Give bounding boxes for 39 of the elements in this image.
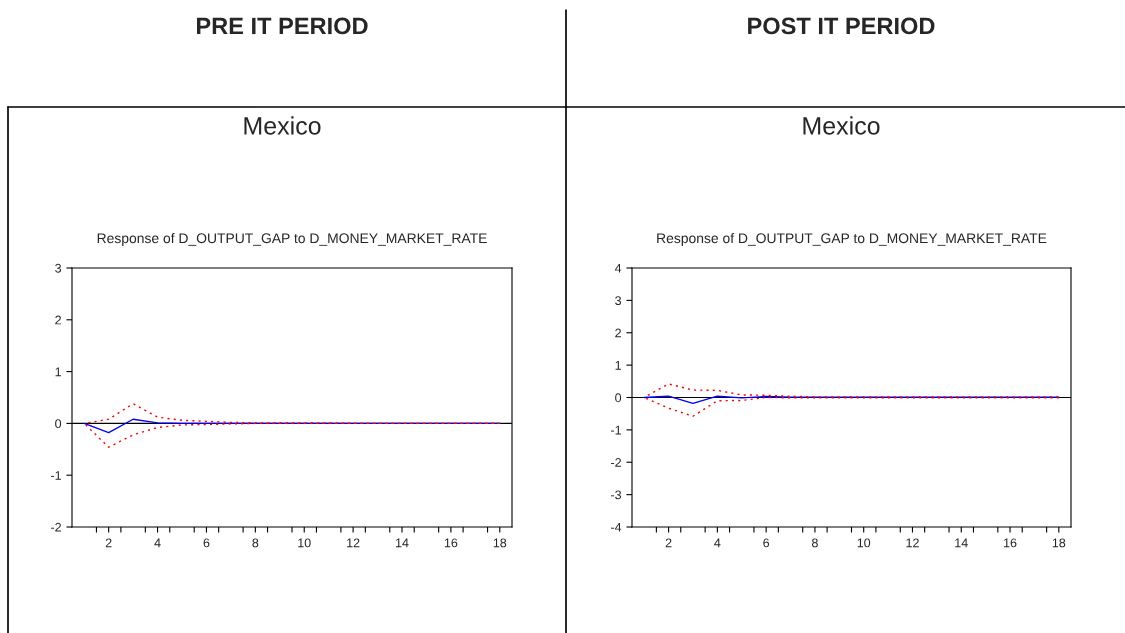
text: PRE IT PERIOD bbox=[196, 17, 368, 35]
y-tick-label: -2 bbox=[51, 522, 61, 532]
x-tick-label: 16 bbox=[1004, 538, 1017, 548]
text: POST IT PERIOD bbox=[748, 17, 935, 35]
x-tick-label: 6 bbox=[763, 538, 770, 548]
x-tick-label: 8 bbox=[811, 538, 818, 548]
chart-title: Response of D_OUTPUT_GAP to D_MONEY_MARKET_RATE bbox=[97, 232, 487, 246]
y-tick-label: -4 bbox=[611, 522, 622, 532]
x-tick-label: 14 bbox=[955, 538, 968, 548]
x-tick-label: 16 bbox=[444, 538, 458, 548]
chart-title: Response of D_OUTPUT_GAP to D_MONEY_MARKET_RATE bbox=[657, 232, 1047, 246]
y-tick-label: 0 bbox=[55, 419, 62, 429]
y-tick-label: -1 bbox=[611, 425, 621, 435]
x-tick-label: 6 bbox=[203, 538, 210, 548]
x-tick-label: 12 bbox=[906, 538, 919, 548]
text: Mexico bbox=[244, 116, 321, 135]
text: Mexico bbox=[803, 116, 880, 135]
y-tick-label: 2 bbox=[55, 315, 61, 325]
x-tick-label: 10 bbox=[298, 538, 311, 548]
y-tick-label: -1 bbox=[51, 471, 61, 480]
y-tick-label: -2 bbox=[611, 458, 621, 467]
y-tick-label: 1 bbox=[55, 367, 61, 377]
x-tick-label: 4 bbox=[154, 538, 161, 548]
x-tick-label: 12 bbox=[347, 538, 360, 548]
y-tick-label: 4 bbox=[614, 263, 622, 273]
y-tick-label: 3 bbox=[615, 296, 622, 306]
y-tick-label: -3 bbox=[611, 490, 622, 500]
x-tick-label: 4 bbox=[714, 538, 721, 548]
y-tick-label: 2 bbox=[615, 328, 621, 338]
x-tick-label: 14 bbox=[396, 538, 409, 548]
y-tick-label: 3 bbox=[55, 263, 62, 273]
x-tick-label: 18 bbox=[1052, 538, 1066, 548]
x-tick-label: 2 bbox=[665, 538, 672, 548]
x-tick-label: 10 bbox=[857, 538, 871, 548]
y-tick-label: 1 bbox=[615, 361, 621, 370]
y-tick-label: 0 bbox=[615, 393, 622, 403]
x-tick-label: 8 bbox=[252, 538, 259, 548]
x-tick-label: 18 bbox=[493, 538, 507, 548]
x-tick-label: 2 bbox=[105, 538, 112, 548]
